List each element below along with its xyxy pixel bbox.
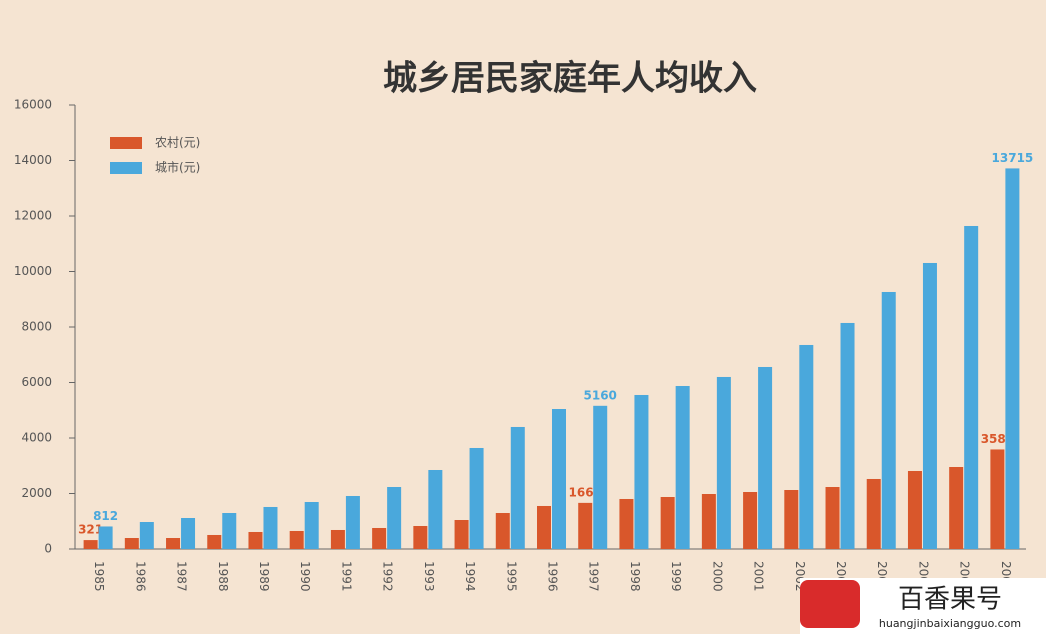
bar	[799, 344, 814, 549]
y-tick-label: 12000	[14, 209, 52, 223]
bar	[510, 426, 525, 549]
bar	[428, 469, 443, 549]
x-tick-label: 1993	[422, 561, 436, 592]
bar	[330, 529, 345, 549]
bar	[139, 521, 154, 549]
y-tick-label: 8000	[21, 320, 52, 334]
x-tick-label: 2000	[710, 561, 724, 592]
bar	[990, 449, 1005, 549]
bar	[907, 470, 922, 549]
x-tick-label: 1998	[628, 561, 642, 592]
bar	[758, 366, 773, 549]
x-tick-label: 1994	[463, 561, 477, 592]
x-tick-label: 1986	[133, 561, 147, 592]
bar	[784, 490, 799, 549]
bar	[743, 492, 758, 549]
bar	[1005, 168, 1020, 549]
legend-swatch	[110, 162, 142, 174]
bar	[248, 531, 263, 549]
bar	[166, 538, 181, 549]
x-tick-label: 1997	[587, 561, 601, 592]
y-tick-label: 2000	[21, 486, 52, 500]
y-tick-label: 10000	[14, 264, 52, 278]
bar	[289, 530, 304, 549]
bar	[922, 262, 937, 549]
y-tick-label: 0	[44, 542, 52, 556]
bar	[949, 466, 964, 549]
bar	[537, 505, 551, 549]
bar	[701, 493, 716, 549]
bar	[124, 538, 139, 549]
watermark-text: 百香果号	[898, 585, 1002, 615]
bar	[207, 534, 222, 549]
x-tick-label: 1996	[546, 561, 560, 592]
legend-swatch	[110, 137, 142, 149]
bar	[345, 495, 360, 549]
x-tick-label: 1985	[92, 561, 106, 592]
x-tick-label: 2001	[752, 561, 766, 592]
bar	[552, 409, 566, 549]
x-tick-label: 1991	[339, 561, 353, 592]
bar	[83, 540, 98, 549]
bar	[98, 526, 113, 549]
bar	[469, 447, 484, 549]
bar	[840, 322, 855, 549]
bar	[881, 291, 896, 549]
bar	[619, 498, 634, 549]
chart-title: 城乡居民家庭年人均收入	[383, 59, 757, 99]
y-tick-label: 4000	[21, 431, 52, 445]
bar	[413, 525, 428, 549]
bar	[660, 496, 675, 549]
value-label: 321	[78, 523, 103, 537]
legend-label: 农村(元)	[155, 136, 200, 150]
x-tick-label: 1992	[381, 561, 395, 592]
x-tick-label: 1988	[216, 561, 230, 592]
value-label: 5160	[584, 388, 617, 402]
y-tick-label: 6000	[21, 375, 52, 389]
bar	[495, 513, 510, 549]
value-label: 13715	[992, 151, 1034, 165]
x-tick-label: 1995	[504, 561, 518, 592]
bar	[181, 518, 196, 549]
bar	[222, 513, 237, 549]
watermark-logo	[800, 580, 860, 628]
y-tick-label: 14000	[14, 153, 52, 167]
bar	[825, 487, 840, 549]
x-tick-label: 1989	[257, 561, 271, 592]
x-tick-label: 1999	[669, 561, 683, 592]
bar	[372, 527, 387, 549]
bar	[578, 502, 593, 549]
bar	[716, 376, 731, 549]
x-tick-label: 1990	[298, 561, 312, 592]
bar	[454, 520, 469, 549]
y-tick-label: 16000	[14, 98, 52, 112]
legend-label: 城市(元)	[155, 160, 200, 175]
x-tick-label: 1987	[175, 561, 189, 592]
watermark-url: huangjinbaixiangguo.com	[879, 617, 1021, 630]
bar	[866, 478, 881, 549]
bar	[387, 487, 402, 549]
value-label: 812	[93, 509, 118, 523]
bar	[964, 225, 979, 550]
bar	[304, 501, 319, 549]
bar	[593, 405, 608, 549]
bar	[675, 385, 690, 549]
bar	[634, 394, 649, 549]
bar	[263, 506, 278, 549]
